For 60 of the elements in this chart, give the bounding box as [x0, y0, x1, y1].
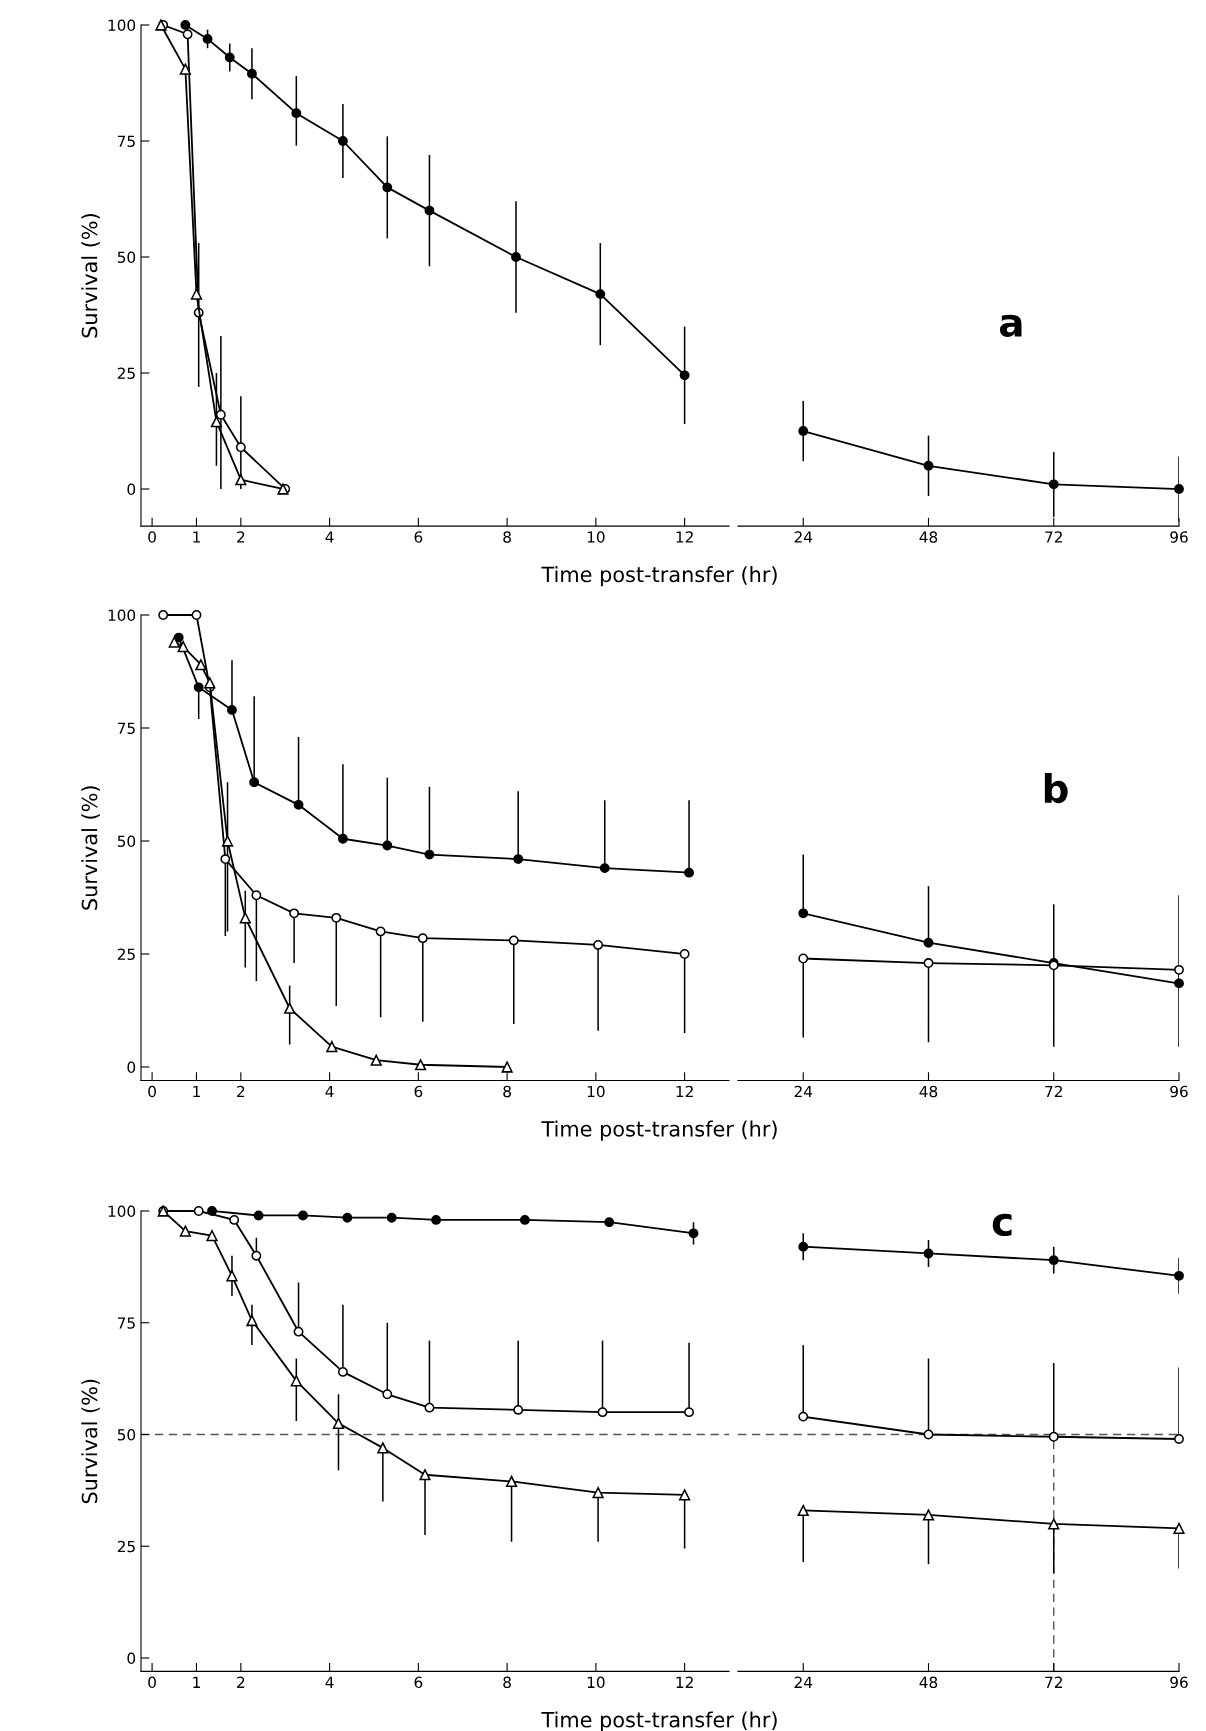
y-axis-title: Survival (%): [81, 214, 100, 338]
x-tick-label: 2: [237, 1676, 245, 1688]
x-tick-label: 24: [794, 1085, 813, 1098]
x-tick-label: 0: [148, 1676, 156, 1689]
x-tick-label: 12: [676, 531, 693, 543]
x-tick-label: 1: [193, 531, 200, 543]
y-tick-label: 50: [117, 251, 136, 264]
y-tick-label: 75: [117, 1317, 135, 1329]
y-tick-label: 50: [117, 1428, 136, 1441]
x-tick-label: 96: [1170, 1676, 1188, 1689]
x-tick-label: 10: [587, 1676, 605, 1689]
x-tick-label: 48: [919, 531, 938, 543]
x-tick-label: 72: [1045, 1676, 1062, 1688]
x-tick-label: 8: [503, 531, 511, 543]
annotation: c: [992, 1213, 1012, 1237]
x-axis-title: Time post-transfer (hr): [541, 566, 777, 587]
y-tick-label: 100: [108, 19, 136, 32]
x-tick-label: 2: [237, 531, 245, 543]
x-tick-label: 24: [794, 531, 813, 543]
x-tick-label: 24: [794, 1676, 813, 1688]
x-tick-label: 48: [919, 1085, 938, 1098]
x-tick-label: 48: [919, 1676, 938, 1689]
x-tick-label: 8: [503, 1676, 511, 1689]
y-tick-label: 100: [108, 609, 136, 622]
x-tick-label: 6: [414, 531, 423, 543]
x-tick-label: 96: [1170, 1085, 1188, 1098]
y-tick-label: 0: [127, 483, 136, 496]
x-tick-label: 4: [325, 531, 334, 543]
y-tick-label: 0: [127, 1061, 136, 1074]
y-tick-label: 25: [117, 367, 135, 380]
x-tick-label: 10: [587, 1085, 605, 1098]
y-tick-label: 25: [117, 1540, 135, 1553]
x-axis-title: Time post-transfer (hr): [541, 1120, 777, 1141]
y-axis-title: Survival (%): [81, 786, 100, 910]
y-tick-label: 0: [127, 1652, 136, 1665]
y-axis-title: Survival (%): [81, 1379, 100, 1504]
x-tick-label: 1: [193, 1676, 200, 1688]
x-tick-label: 1: [193, 1085, 200, 1098]
x-tick-label: 4: [325, 1676, 334, 1688]
x-tick-label: 72: [1045, 531, 1062, 543]
x-tick-label: 2: [237, 1085, 245, 1098]
annotation: a: [999, 314, 1022, 337]
x-tick-label: 6: [414, 1085, 423, 1098]
x-tick-label: 6: [414, 1676, 423, 1689]
x-tick-label: 12: [676, 1085, 693, 1098]
x-tick-label: 10: [587, 531, 605, 543]
x-tick-label: 96: [1170, 531, 1188, 543]
x-axis-title: Time post-transfer (hr): [541, 1711, 777, 1731]
y-tick-label: 100: [108, 1205, 136, 1218]
x-tick-label: 0: [148, 531, 156, 543]
y-tick-label: 75: [117, 722, 135, 735]
x-tick-label: 4: [325, 1085, 334, 1098]
x-tick-label: 0: [148, 1085, 156, 1098]
x-tick-label: 72: [1045, 1085, 1062, 1098]
y-tick-label: 25: [117, 948, 135, 961]
x-tick-label: 8: [503, 1085, 511, 1098]
y-tick-label: 75: [117, 135, 135, 148]
annotation: b: [1044, 773, 1068, 804]
y-tick-label: 50: [117, 835, 136, 848]
x-tick-label: 12: [676, 1676, 693, 1688]
